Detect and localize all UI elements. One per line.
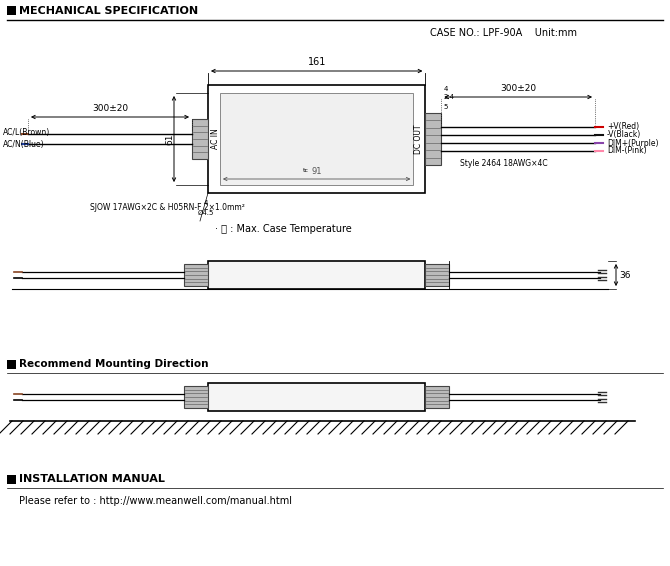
Text: Style 2464 18AWG×4C: Style 2464 18AWG×4C [460,158,547,168]
Bar [208,383,425,411]
Bar [184,386,208,408]
Text: +V(Red): +V(Red) [607,122,639,131]
Text: AC IN: AC IN [210,128,220,149]
Text: · Ⓢ : Max. Case Temperature: · Ⓢ : Max. Case Temperature [215,224,352,234]
Bar [184,264,208,286]
Bar [220,93,413,185]
Bar [425,113,442,165]
Text: 4: 4 [204,200,208,206]
Bar [7,360,16,369]
Bar [425,264,450,286]
Text: DIM-(Pink): DIM-(Pink) [607,147,647,156]
Text: 300±20: 300±20 [500,84,536,93]
Bar [7,475,16,484]
Text: 36: 36 [619,271,630,280]
Text: 61: 61 [165,133,174,145]
Text: 5: 5 [444,104,448,110]
Text: 161: 161 [308,57,326,67]
Text: AC/N(Blue): AC/N(Blue) [3,140,45,149]
Text: CASE NO.: LPF-90A    Unit:mm: CASE NO.: LPF-90A Unit:mm [430,28,577,38]
Text: 91: 91 [312,167,322,176]
Text: Recommend Mounting Direction: Recommend Mounting Direction [19,359,208,369]
Text: 2.4: 2.4 [444,94,454,100]
Bar [208,261,425,289]
Text: SJOW 17AWG×2C & H05RN-F 2×1.0mm²: SJOW 17AWG×2C & H05RN-F 2×1.0mm² [90,203,245,212]
Text: MECHANICAL SPECIFICATION: MECHANICAL SPECIFICATION [19,6,198,16]
Text: Please refer to : http://www.meanwell.com/manual.html: Please refer to : http://www.meanwell.co… [19,496,292,506]
Text: -V(Black): -V(Black) [607,131,641,139]
Text: DIM+(Purple): DIM+(Purple) [607,139,659,148]
Text: Ø4.5: Ø4.5 [198,210,214,216]
Text: AC/L(Brown): AC/L(Brown) [3,128,50,138]
Bar [425,386,450,408]
Bar [208,85,425,193]
Text: INSTALLATION MANUAL: INSTALLATION MANUAL [19,474,165,484]
Text: DC OUT: DC OUT [414,125,423,154]
Text: 4: 4 [444,86,448,92]
Bar [192,119,208,159]
Bar [7,6,16,15]
Text: 300±20: 300±20 [92,104,128,113]
Text: tc: tc [303,169,309,174]
